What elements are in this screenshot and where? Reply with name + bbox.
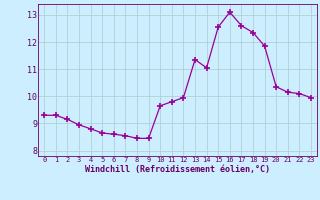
- X-axis label: Windchill (Refroidissement éolien,°C): Windchill (Refroidissement éolien,°C): [85, 165, 270, 174]
